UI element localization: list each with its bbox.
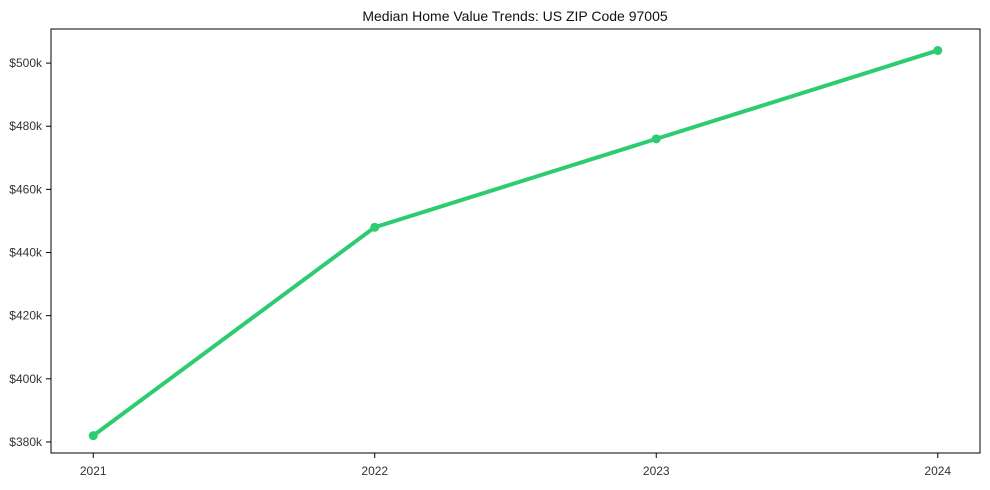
data-point bbox=[651, 134, 661, 144]
y-tick-label: $380k bbox=[9, 435, 43, 449]
plot-area: $380k $400k $420k $440k $460k $480k $500k 2021 2… bbox=[9, 28, 981, 478]
data-point bbox=[370, 222, 380, 232]
x-tick-label: 2024 bbox=[924, 464, 951, 478]
y-tick-label: $500k bbox=[9, 56, 43, 70]
y-tick-label: $460k bbox=[9, 182, 43, 196]
x-tick-label: 2023 bbox=[643, 464, 670, 478]
data-point bbox=[88, 431, 98, 441]
x-tick-label: 2022 bbox=[361, 464, 388, 478]
y-tick-label: $420k bbox=[9, 309, 43, 323]
data-line bbox=[91, 48, 940, 438]
x-tick-label: 2021 bbox=[80, 464, 107, 478]
y-tick-label: $440k bbox=[9, 246, 43, 260]
y-tick-label: $400k bbox=[9, 372, 43, 386]
chart-title: Median Home Value Trends: US ZIP Code 97… bbox=[362, 8, 668, 24]
y-tick-label: $480k bbox=[9, 119, 43, 133]
data-point bbox=[933, 45, 943, 55]
axes-border bbox=[50, 28, 981, 454]
